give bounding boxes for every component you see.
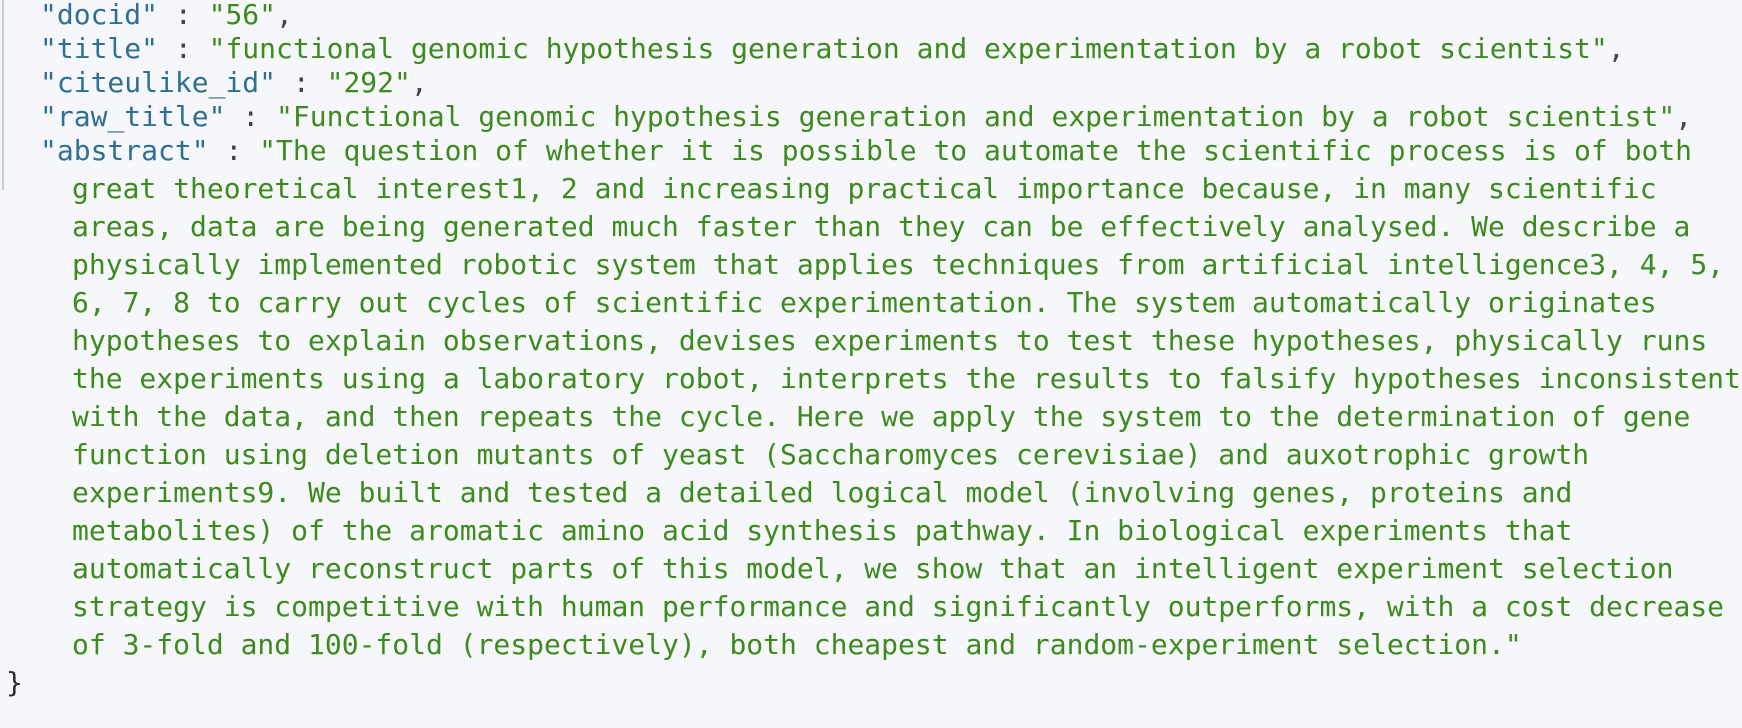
abstract-line: hypotheses to explain observations, devi… [72, 324, 1708, 357]
field-value: "functional genomic hypothesis generatio… [208, 32, 1608, 65]
abstract-line: strategy is competitive with human perfo… [72, 590, 1725, 623]
field-key: "citeulike_id" [40, 66, 277, 99]
abstract-line: automatically reconstruct parts of this … [72, 552, 1674, 585]
field-key: "raw_title" [40, 100, 226, 133]
field-citeulike-id: "citeulike_id" : "292", [40, 64, 428, 102]
field-value: "56" [208, 0, 277, 31]
closing-brace: } [6, 666, 23, 699]
indent-guide [2, 0, 4, 190]
field-key: "title" [40, 32, 159, 65]
field-title: "title" : "functional genomic hypothesis… [40, 30, 1625, 68]
abstract-line: physically implemented robotic system th… [72, 248, 1725, 281]
field-key: "docid" [40, 0, 159, 31]
abstract-line: with the data, and then repeats the cycl… [72, 400, 1691, 433]
field-value: "Functional genomic hypothesis generatio… [276, 100, 1676, 133]
abstract-line: 6, 7, 8 to carry out cycles of scientifi… [72, 286, 1657, 319]
separator: : [158, 0, 209, 31]
separator: : [208, 134, 260, 167]
comma: , [276, 0, 293, 31]
abstract-line: function using deletion mutants of yeast… [72, 438, 1590, 471]
abstract-line: "The question of whether it is possible … [259, 134, 1693, 167]
field-key: "abstract" [40, 134, 209, 167]
abstract-line: areas, data are being generated much fas… [72, 210, 1691, 243]
separator: : [225, 100, 277, 133]
separator: : [158, 32, 209, 65]
field-abstract: "abstract" : "The question of whether it… [40, 132, 1692, 170]
comma: , [1675, 100, 1693, 133]
abstract-line: metabolites) of the aromatic amino acid … [72, 514, 1573, 547]
field-docid: "docid" : "56", [40, 0, 293, 34]
abstract-line: great theoretical interest1, 2 and incre… [72, 172, 1657, 205]
abstract-line: the experiments using a laboratory robot… [72, 362, 1741, 395]
field-value: "292" [326, 66, 411, 99]
comma: , [1607, 32, 1625, 65]
separator: : [276, 66, 327, 99]
abstract-line: experiments9. We built and tested a deta… [72, 476, 1573, 509]
abstract-line: of 3-fold and 100-fold (respectively), b… [72, 628, 1522, 661]
comma: , [410, 66, 428, 99]
field-raw-title: "raw_title" : "Functional genomic hypoth… [40, 98, 1692, 136]
